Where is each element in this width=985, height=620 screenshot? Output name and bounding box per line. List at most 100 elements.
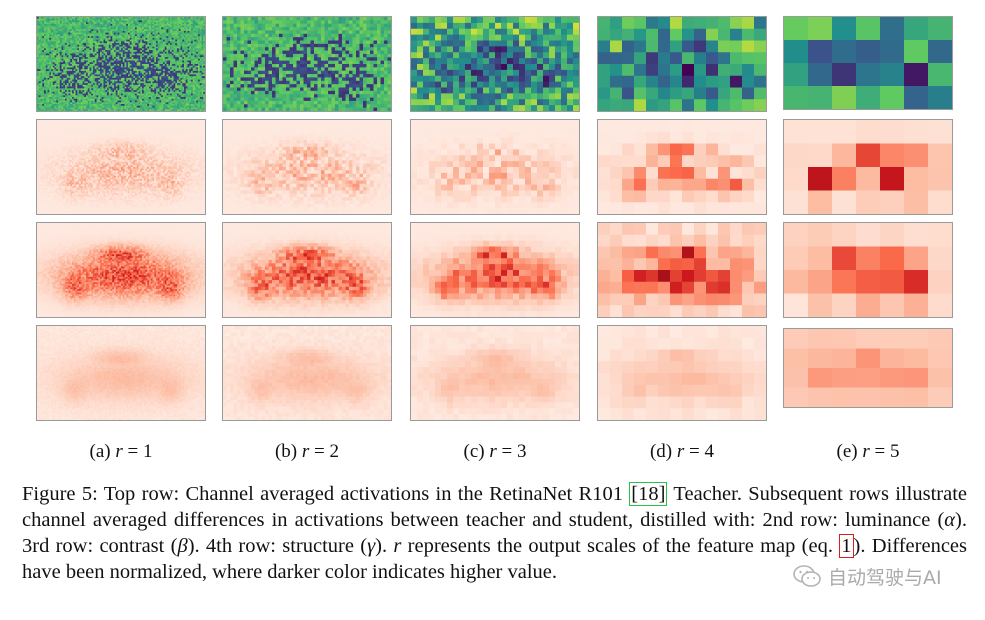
heatmap-cell [150, 100, 153, 103]
heatmap-cell [157, 53, 160, 56]
heatmap-cell [129, 64, 132, 67]
heatmap-cell [72, 100, 75, 103]
heatmap-cell [73, 27, 76, 30]
heatmap-cell [61, 79, 64, 82]
heatmap-cell [82, 57, 85, 60]
heatmap-cell [106, 90, 110, 93]
heatmap-cell [75, 41, 78, 44]
heatmap-cell [59, 32, 62, 35]
heatmap-cell [140, 29, 143, 32]
heatmap-cell [171, 27, 174, 30]
heatmap-cell [148, 37, 152, 41]
heatmap-cell [40, 84, 43, 88]
heatmap-cell [152, 64, 155, 67]
heatmap-cell [58, 93, 61, 96]
heatmap-cell [124, 95, 127, 98]
heatmap-cell [91, 37, 94, 41]
heatmap-cell [127, 64, 131, 67]
heatmap-cell [85, 48, 89, 51]
heatmap-cell [201, 97, 204, 100]
heatmap-cell [119, 60, 122, 63]
heatmap-cell [140, 44, 143, 47]
heatmap-cell [77, 17, 80, 20]
heatmap-cell [85, 39, 89, 42]
heatmap-cell [147, 70, 150, 74]
heatmap-cell [61, 30, 64, 34]
heatmap-cell [68, 74, 71, 77]
heatmap-cell [178, 70, 181, 74]
heatmap-cell [180, 88, 183, 91]
heatmap-cell [93, 34, 96, 37]
heatmap-cell [171, 104, 174, 107]
heatmap-cell [75, 23, 78, 27]
heatmap-cell [98, 69, 101, 72]
heatmap-cell [199, 70, 202, 74]
heatmap-cell [101, 105, 104, 108]
heatmap-cell [42, 36, 45, 39]
heatmap-cell [101, 29, 104, 32]
heatmap-cell [143, 86, 146, 89]
heatmap-cell [166, 58, 169, 61]
heatmap-cell [42, 39, 45, 42]
heatmap-cell [117, 44, 120, 47]
heatmap-cell [79, 70, 82, 74]
heatmap-cell [127, 41, 131, 44]
heatmap-cell [115, 93, 118, 96]
heatmap-cell [143, 72, 146, 75]
heatmap-cell [58, 58, 61, 61]
heatmap-cell [169, 25, 173, 28]
heatmap-cell [187, 60, 190, 63]
heatmap-cell [129, 93, 132, 96]
heatmap-cell [148, 55, 152, 58]
heatmap-cell [175, 95, 178, 98]
heatmap-cell [84, 36, 87, 39]
heatmap-cell [110, 46, 113, 49]
heatmap-cell [199, 48, 202, 51]
heatmap-cell [85, 65, 89, 68]
heatmap-cell [108, 79, 111, 82]
heatmap-cell [105, 17, 108, 20]
heatmap-cell [64, 43, 68, 46]
heatmap-cell [129, 83, 132, 86]
heatmap-cell [184, 46, 187, 49]
heatmap-cell [77, 105, 80, 108]
heatmap-cell [142, 65, 145, 68]
heatmap-cell [91, 27, 94, 30]
heatmap-cell [154, 83, 157, 86]
heatmap-cell [173, 104, 176, 107]
heatmap-cell [105, 41, 108, 44]
heatmap-cell [43, 46, 47, 49]
heatmap-cell [115, 70, 118, 74]
heatmap-cell [68, 23, 71, 27]
heatmap-cell [163, 34, 166, 37]
heatmap-cell [184, 51, 187, 54]
heatmap-cell [199, 51, 202, 54]
heatmap-cell [80, 58, 83, 61]
heatmap-cell [64, 17, 68, 20]
heatmap-cell [169, 58, 173, 61]
heatmap-cell [178, 17, 181, 20]
heatmap-cell [127, 67, 131, 70]
heatmap-cell [150, 65, 153, 68]
heatmap-cell [93, 77, 96, 81]
heatmap-cell [159, 86, 162, 89]
heatmap-cell [124, 32, 127, 35]
heatmap-cell [85, 77, 89, 81]
heatmap-cell [73, 50, 76, 53]
heatmap-cell [185, 65, 188, 68]
heatmap-cell [194, 53, 197, 56]
heatmap-cell [98, 55, 101, 58]
heatmap-cell [173, 90, 176, 93]
heatmap-cell [72, 17, 75, 20]
heatmap-cell [64, 65, 68, 68]
heatmap-cell [169, 74, 173, 77]
heatmap-cell [79, 77, 82, 81]
heatmap-cell [108, 62, 111, 65]
heatmap-cell [106, 97, 110, 100]
heatmap-cell [119, 81, 122, 84]
heatmap-cell [150, 50, 153, 53]
heatmap-cell [171, 60, 174, 63]
heatmap-cell [100, 18, 103, 21]
heatmap-cell [194, 93, 197, 96]
heatmap-cell [154, 60, 157, 63]
